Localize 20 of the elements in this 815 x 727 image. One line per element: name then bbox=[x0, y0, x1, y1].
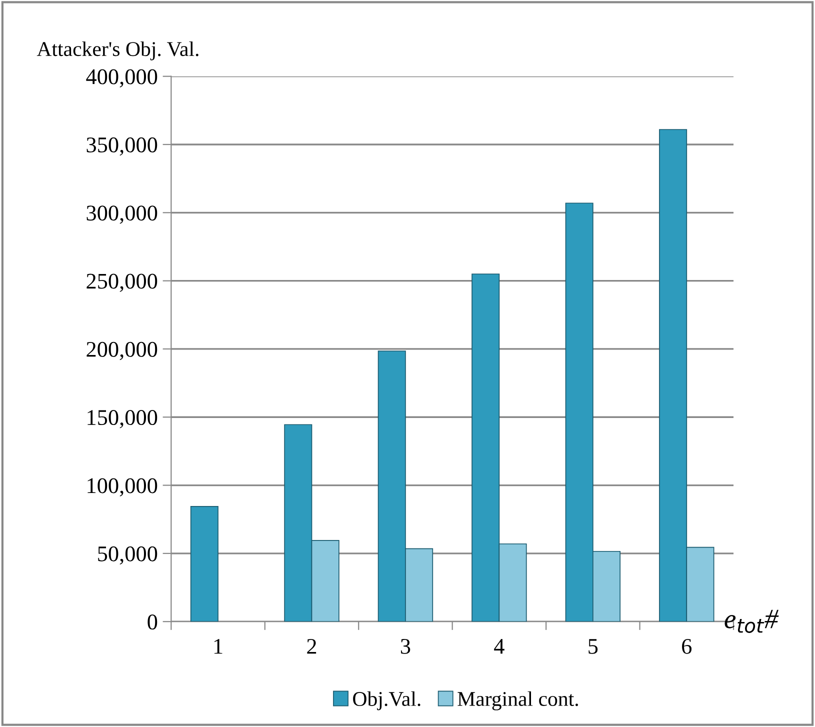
y-tick-label: 100,000 bbox=[88, 478, 158, 496]
y-tick-label: 250,000 bbox=[86, 274, 158, 292]
x-tick-label: 3 bbox=[400, 638, 410, 654]
y-tick-label: 400,000 bbox=[86, 69, 158, 88]
legend-label: Marginal cont. bbox=[458, 691, 578, 710]
y-tick-label: 350,000 bbox=[86, 137, 158, 156]
x-axis-title: e$_{tot}$# bbox=[724, 610, 779, 633]
x-tick-label: 6 bbox=[682, 638, 692, 654]
y-tick-label: 50,000 bbox=[98, 546, 158, 565]
y-tick-label: 200,000 bbox=[86, 342, 158, 360]
x-tick-label: 5 bbox=[588, 639, 598, 654]
x-tick-label: 2 bbox=[307, 638, 316, 654]
y-axis-title: Attacker's Obj. Val. bbox=[36, 41, 198, 60]
y-tick-label: 300,000 bbox=[86, 206, 158, 224]
y-tick-label: 150,000 bbox=[88, 410, 158, 428]
x-tick-label: 1 bbox=[214, 639, 222, 654]
y-tick-label: 0 bbox=[148, 614, 158, 630]
x-tick-label: 4 bbox=[494, 639, 504, 654]
legend-label: Obj.Val. bbox=[353, 691, 420, 710]
bar bbox=[190, 506, 218, 622]
